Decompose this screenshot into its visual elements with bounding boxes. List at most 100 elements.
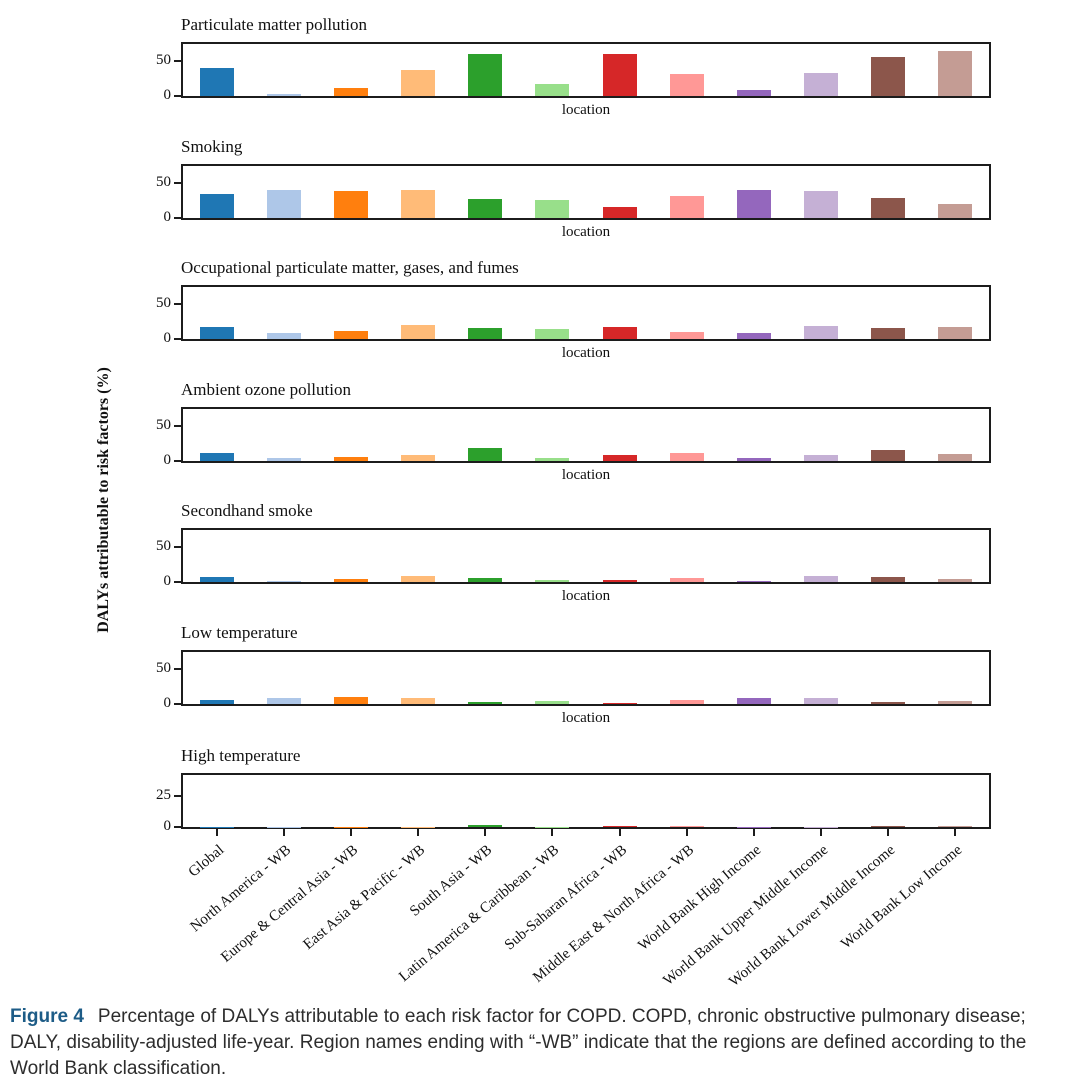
x-tick-mark (685, 829, 688, 836)
y-tick-mark (174, 581, 181, 583)
x-axis-label: location (561, 467, 611, 483)
bar (535, 199, 570, 218)
bar (669, 195, 704, 218)
panel-title: Ambient ozone pollution (181, 380, 351, 399)
x-tick-mark (752, 829, 755, 836)
bar (602, 54, 637, 96)
bar (938, 826, 973, 827)
bar (871, 57, 906, 96)
bar (871, 577, 906, 582)
y-axis-label: DALYs attributable to risk factors (%) (95, 367, 112, 633)
bar (266, 698, 301, 704)
bar (669, 453, 704, 461)
bar (938, 50, 973, 96)
y-tick-label: 0 (163, 573, 172, 589)
bar (602, 702, 637, 704)
bar (199, 577, 234, 582)
bar (199, 453, 234, 461)
axes-2: 0 50 (156, 164, 991, 225)
y-tick-mark (174, 95, 181, 97)
y-tick-label: 0 (163, 330, 172, 346)
bar (804, 455, 839, 461)
axes-4: 0 50 (156, 407, 991, 468)
y-tick-mark (174, 425, 181, 428)
y-tick-mark (174, 182, 181, 185)
y-tick-mark (174, 795, 181, 798)
bar (199, 327, 234, 339)
bar (804, 697, 839, 704)
bar (468, 577, 503, 582)
axes-6: 0 50 (156, 650, 991, 711)
axes-3: 0 50 (156, 285, 991, 346)
bar (602, 455, 637, 461)
y-tick-mark (174, 460, 181, 462)
y-tick-mark (174, 826, 181, 828)
x-axis-label: location (561, 345, 611, 361)
bar (401, 698, 436, 704)
bar (401, 325, 436, 339)
x-tick-mark (618, 829, 621, 836)
bar (401, 69, 436, 96)
x-tick-mark (349, 829, 352, 836)
bar (602, 826, 637, 827)
x-tick-mark (820, 829, 823, 836)
bar (468, 701, 503, 704)
y-tick-mark (174, 703, 181, 705)
y-tick-label: 25 (156, 787, 171, 804)
x-axis-label: location (561, 588, 611, 604)
bar (602, 326, 637, 339)
figure-caption: Figure 4 Percentage of DALYs attributable… (10, 1004, 1072, 1081)
y-tick-label: 50 (156, 417, 171, 434)
x-axis-label: location (561, 224, 611, 240)
bar (871, 449, 906, 461)
bar (871, 327, 906, 339)
bar (468, 54, 503, 96)
y-tick-mark (174, 546, 181, 549)
bar (938, 454, 973, 461)
bar (736, 457, 771, 461)
bar (736, 580, 771, 582)
bar (468, 447, 503, 461)
bar (871, 197, 906, 218)
x-tick-mark (282, 829, 285, 836)
bar (333, 190, 368, 218)
bar (535, 579, 570, 582)
bar (468, 825, 503, 827)
bar (535, 329, 570, 339)
x-tick-mark (887, 829, 890, 836)
bar (199, 699, 234, 704)
bar (804, 73, 839, 96)
bar (333, 87, 368, 96)
panel-title: Low temperature (181, 623, 298, 642)
bar (938, 327, 973, 339)
bar (535, 457, 570, 461)
bar (333, 579, 368, 582)
y-tick-label: 0 (163, 452, 172, 468)
y-tick-label: 0 (163, 87, 172, 103)
bar (602, 579, 637, 582)
bar (736, 90, 771, 96)
panel-title: Smoking (181, 137, 243, 156)
y-tick-label: 0 (163, 695, 172, 711)
bar (736, 332, 771, 339)
x-tick-mark (551, 829, 554, 836)
bar (736, 697, 771, 704)
x-tick-mark (417, 829, 420, 836)
bar (804, 576, 839, 582)
bar (535, 700, 570, 704)
y-tick-label: 50 (156, 295, 171, 312)
bar (266, 580, 301, 582)
bar (199, 67, 234, 96)
bar (401, 455, 436, 461)
bar (736, 190, 771, 218)
y-tick-mark (174, 338, 181, 340)
bar (333, 697, 368, 704)
bar (199, 194, 234, 218)
bar (669, 73, 704, 96)
y-tick-mark (174, 60, 181, 63)
bar (938, 700, 973, 704)
y-tick-label: 50 (156, 538, 171, 555)
bar (333, 456, 368, 461)
bar (266, 332, 301, 339)
